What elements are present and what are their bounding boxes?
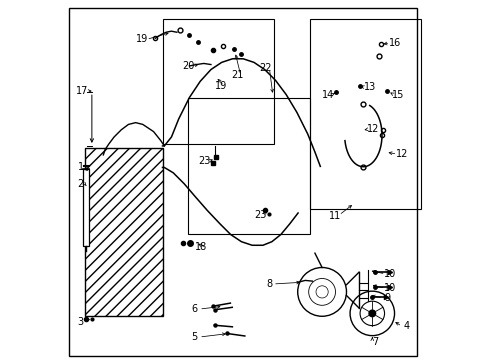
Text: 1: 1: [78, 162, 84, 172]
Text: 2: 2: [77, 179, 84, 189]
Text: 12: 12: [396, 149, 408, 159]
Text: 17: 17: [75, 86, 88, 96]
Text: 11: 11: [329, 211, 342, 221]
Text: 18: 18: [195, 242, 207, 252]
Text: 22: 22: [260, 63, 272, 73]
Text: 3: 3: [78, 317, 84, 327]
Text: 14: 14: [322, 90, 334, 100]
Text: 19: 19: [215, 81, 227, 91]
Text: 10: 10: [384, 269, 396, 279]
Text: 19: 19: [136, 35, 148, 44]
Text: 16: 16: [389, 38, 401, 48]
Text: 5: 5: [192, 332, 198, 342]
Text: 23: 23: [198, 156, 211, 166]
Text: 15: 15: [392, 90, 405, 100]
Bar: [83, 169, 89, 246]
Text: 6: 6: [192, 304, 198, 314]
Bar: [85, 148, 163, 316]
Text: 7: 7: [372, 337, 378, 347]
Text: 23: 23: [254, 210, 266, 220]
Circle shape: [368, 309, 376, 318]
Text: 21: 21: [231, 70, 244, 80]
Text: 9: 9: [385, 293, 391, 303]
Text: 12: 12: [367, 124, 380, 134]
Text: 10: 10: [384, 283, 396, 293]
Text: 13: 13: [364, 82, 376, 93]
Text: 4: 4: [403, 321, 410, 331]
Text: 8: 8: [267, 279, 272, 289]
Text: 20: 20: [182, 61, 195, 71]
